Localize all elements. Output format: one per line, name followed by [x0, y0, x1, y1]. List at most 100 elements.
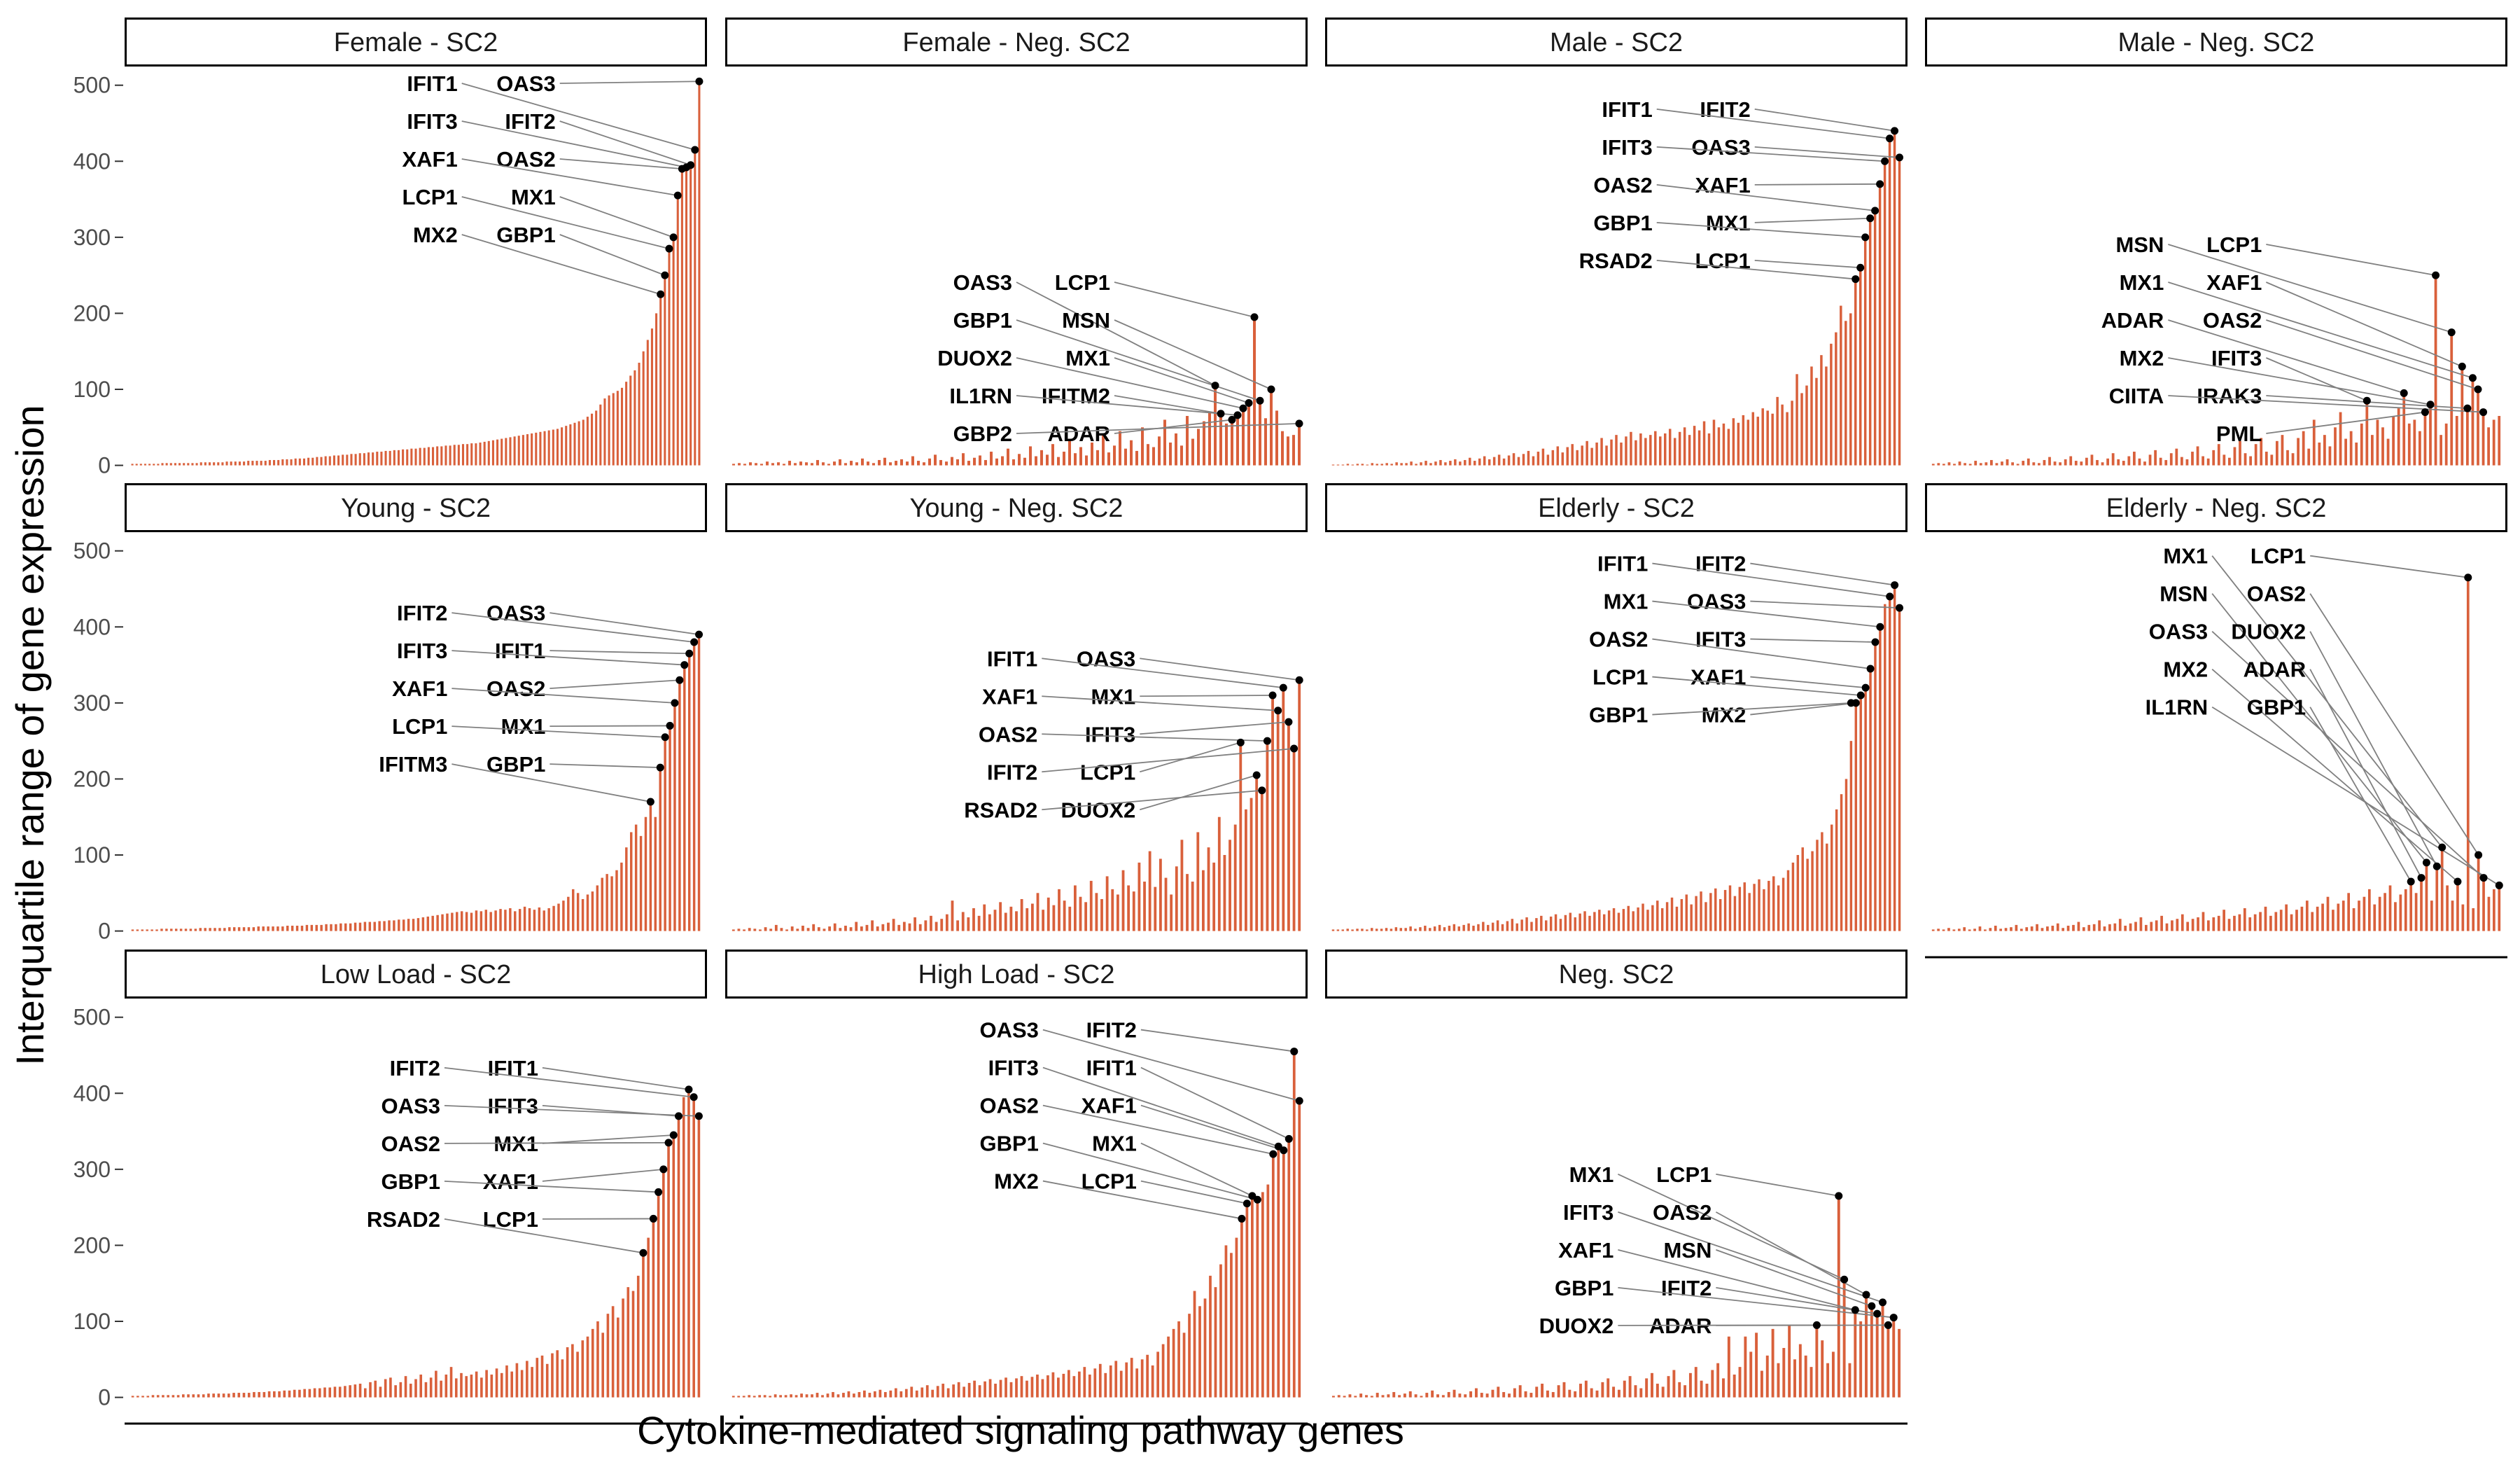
gene-label: LCP1	[1695, 249, 1750, 273]
bar	[1004, 1377, 1007, 1397]
highlight-point	[685, 650, 693, 658]
highlight-point	[1861, 233, 1869, 241]
bar	[1791, 401, 1793, 465]
bar	[161, 463, 163, 465]
bar	[1557, 446, 1559, 465]
bar	[197, 1394, 200, 1397]
bar	[788, 461, 791, 466]
bar	[1511, 919, 1513, 931]
bar	[1859, 267, 1861, 465]
bar	[2413, 419, 2416, 465]
bar	[1234, 825, 1237, 931]
leader-line	[1114, 396, 1221, 414]
highlight-point	[1881, 158, 1889, 165]
bar	[1508, 1393, 1511, 1397]
gene-label: IL1RN	[2146, 695, 2208, 720]
bar	[1532, 457, 1534, 466]
bar	[183, 463, 185, 465]
bar	[1147, 444, 1149, 465]
highlight-point	[1891, 581, 1898, 589]
highlight-point	[662, 733, 669, 741]
gene-label: MX2	[2120, 346, 2164, 370]
bar	[1004, 913, 1007, 931]
bar	[521, 1370, 524, 1397]
bar	[1502, 1392, 1505, 1398]
highlight-point	[2454, 878, 2461, 886]
gene-label: IFIT1	[1597, 552, 1648, 576]
leader-line	[1657, 260, 1856, 279]
bar	[2138, 459, 2141, 466]
gene-label: IFIT2	[390, 1056, 440, 1080]
bar	[1424, 461, 1427, 466]
bar	[1537, 452, 1539, 466]
bar	[2446, 885, 2449, 931]
bar	[1047, 898, 1050, 931]
leader-line	[1043, 1068, 1278, 1147]
bar	[1540, 916, 1542, 931]
bar	[587, 1337, 589, 1398]
bar	[659, 767, 661, 931]
bar	[2134, 922, 2137, 931]
bar	[323, 1387, 326, 1397]
bar	[766, 461, 769, 465]
bar	[333, 455, 335, 465]
bar	[1772, 876, 1774, 931]
bar	[1214, 386, 1217, 466]
bar	[531, 1367, 533, 1397]
bar	[2170, 453, 2173, 465]
bar	[962, 912, 965, 931]
bar	[1181, 840, 1184, 931]
bar	[359, 923, 361, 931]
bar	[492, 440, 494, 466]
bar	[860, 926, 863, 931]
facet-title: Female - SC2	[334, 28, 498, 57]
bar	[1662, 1386, 1665, 1397]
bar	[1651, 905, 1653, 931]
bar	[546, 1364, 549, 1398]
bar	[1889, 139, 1891, 466]
bar	[1458, 926, 1460, 931]
bar	[1392, 1392, 1395, 1398]
bar	[1969, 464, 1972, 465]
bar	[678, 1116, 680, 1398]
bar	[2365, 401, 2368, 465]
bar	[1167, 1337, 1170, 1398]
highlight-point	[1254, 1196, 1261, 1204]
bar	[1177, 1321, 1180, 1398]
bar	[909, 924, 911, 931]
bar	[1684, 1385, 1686, 1397]
bar	[645, 817, 647, 931]
bar	[2394, 902, 2397, 931]
bar	[1734, 896, 1736, 931]
gene-label: ADAR	[2101, 308, 2164, 333]
leader-line	[451, 726, 665, 737]
bar	[1409, 1391, 1412, 1398]
bar	[1125, 1363, 1128, 1398]
bar	[1661, 908, 1663, 931]
bar	[505, 438, 507, 465]
leader-line	[462, 159, 678, 195]
bar	[748, 928, 751, 931]
bar	[132, 1396, 134, 1397]
bar	[1797, 855, 1799, 931]
highlight-point	[1867, 665, 1875, 673]
bar	[214, 928, 216, 931]
highlight-point	[657, 291, 664, 298]
bar	[771, 463, 774, 465]
bar	[2010, 927, 2012, 931]
bar	[1874, 211, 1876, 466]
bar	[1586, 441, 1588, 466]
bar	[635, 825, 637, 931]
bar	[440, 446, 442, 465]
bar	[1079, 447, 1082, 466]
bar	[743, 1396, 746, 1397]
bar	[884, 1392, 887, 1398]
highlight-point	[2480, 874, 2488, 882]
bar	[1110, 1365, 1112, 1398]
highlight-point	[2463, 405, 2471, 412]
bar	[1816, 840, 1818, 931]
bar	[1973, 929, 1976, 931]
bar	[2286, 450, 2289, 466]
bar	[1031, 1377, 1034, 1397]
bar	[811, 463, 813, 465]
